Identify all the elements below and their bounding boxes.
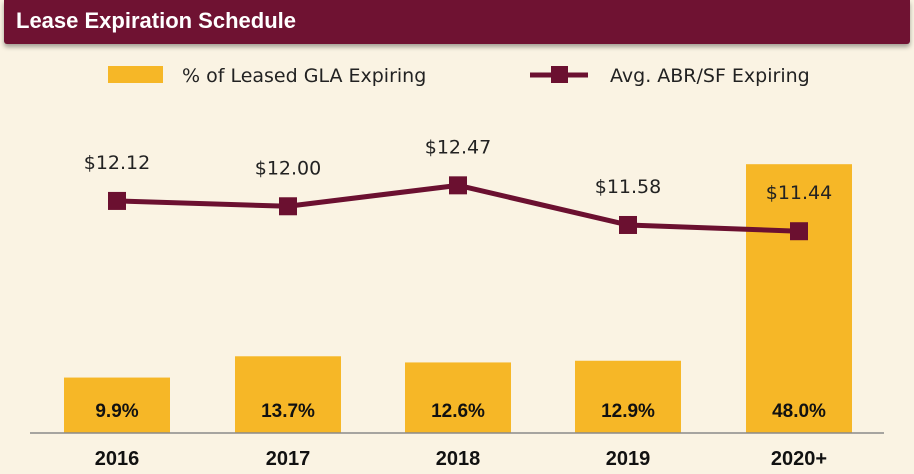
abr-marker [279,197,297,216]
header-bar: Lease Expiration Schedule [4,0,910,44]
x-tick-label: 2019 [606,448,651,470]
legend-label-line: Avg. ABR/SF Expiring [610,65,810,87]
x-tick-label: 2017 [266,448,311,470]
bar-value-label: 12.6% [431,401,485,422]
bar-value-label: 12.9% [601,401,655,422]
legend-swatch-marker [551,66,568,83]
bar-2020+ [746,164,852,433]
legend-swatch-bars [108,66,163,83]
bar-2019 [575,360,681,433]
x-tick-label: 2018 [436,448,481,470]
chart-legend: % of Leased GLA Expiring Avg. ABR/SF Exp… [108,65,810,87]
abr-value-label: $12.00 [255,157,321,179]
bar-value-label: 48.0% [772,401,826,422]
bar-2018 [405,362,511,433]
abr-marker [790,222,808,241]
abr-value-label: $11.44 [766,182,832,204]
abr-value-label: $12.47 [425,136,491,158]
x-tick-label: 2020+ [771,448,827,470]
abr-marker [619,215,637,234]
abr-value-label: $11.58 [595,176,661,198]
abr-value-label: $12.12 [84,152,150,174]
bar-value-label: 13.7% [261,401,315,422]
page-title: Lease Expiration Schedule [16,8,296,33]
bar-value-label: 9.9% [95,401,138,422]
bar-2017 [235,356,341,433]
x-tick-label: 2016 [95,448,140,470]
abr-marker [108,191,126,210]
legend-label-bars: % of Leased GLA Expiring [182,65,426,87]
abr-marker [449,176,467,195]
bar-2016 [64,377,170,433]
